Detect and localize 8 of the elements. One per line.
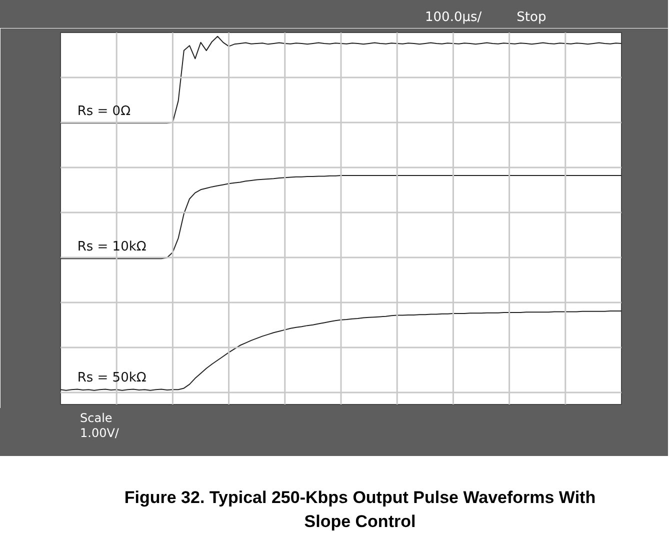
text: 100.0µs/ [425,9,482,27]
series-label: Rs = 10kΩ [77,240,146,255]
text: Scale [80,411,112,425]
series-label: Rs = 0Ω [77,104,131,120]
text: 1.00V/ [80,426,119,440]
text: Stop [516,9,546,27]
text: Figure 32. Typical 250-Kbps Output Pulse Waveforms With Slope Control [123,487,597,534]
series-label: Rs = 50kΩ [77,370,146,386]
